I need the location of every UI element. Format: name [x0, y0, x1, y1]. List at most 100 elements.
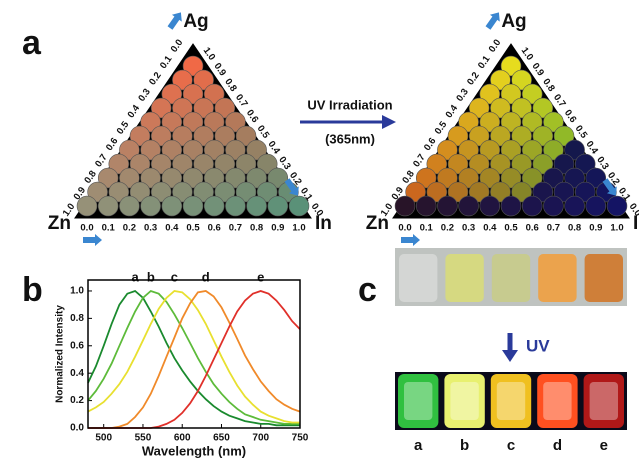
sample-well — [150, 97, 172, 119]
axis-tick-label: 0.2 — [465, 70, 482, 87]
sample-well — [214, 181, 236, 203]
sample-well — [203, 111, 225, 133]
y-tick-label: 0.8 — [70, 313, 84, 324]
uv-label: UV — [526, 336, 550, 355]
sample-well — [543, 167, 564, 189]
sample-well — [426, 153, 448, 175]
sample-well — [500, 167, 522, 189]
sample-well — [532, 97, 554, 119]
vial-core — [496, 382, 526, 420]
sample-well — [437, 139, 458, 161]
sample-well — [235, 153, 257, 175]
direction-arrow — [602, 178, 617, 196]
sample-well — [543, 111, 564, 133]
sample-well — [97, 167, 119, 189]
axis-tick-label: 0.7 — [229, 223, 242, 234]
vial-glow — [583, 374, 624, 428]
sample-well — [543, 195, 564, 217]
axis-tick-label: 0.4 — [483, 223, 497, 234]
vial — [491, 254, 531, 302]
sample-well — [172, 125, 193, 147]
sample-well — [564, 139, 585, 161]
sample-well — [119, 195, 140, 217]
vertex-label: Zn — [366, 213, 389, 234]
sample-well — [479, 139, 501, 161]
series-label: c — [171, 269, 178, 284]
vertex-label: In — [315, 213, 332, 234]
vial-glow — [537, 374, 578, 428]
sample-well — [458, 139, 479, 161]
sample-well — [140, 195, 161, 217]
axis-tick-label: 0.6 — [526, 223, 539, 234]
axis-tick-label: 0.6 — [104, 136, 121, 153]
panel-label: a — [22, 24, 42, 62]
sample-well — [511, 181, 532, 203]
vial-label: c — [507, 437, 515, 454]
sample-well — [246, 139, 267, 161]
sample-well — [606, 195, 628, 217]
sample-well — [564, 195, 585, 217]
sample-well — [97, 195, 119, 217]
panel-label: c — [358, 271, 377, 309]
vial-glow — [444, 374, 485, 428]
axis-tick-label: 0.9 — [589, 223, 602, 234]
axis-tick-label: 0.2 — [147, 70, 164, 87]
sample-well — [225, 139, 246, 161]
sample-well — [500, 55, 522, 77]
vertex-label: Zn — [48, 213, 71, 234]
y-tick-label: 0.2 — [70, 395, 84, 406]
sample-well — [87, 181, 108, 203]
sample-well — [447, 153, 469, 175]
axis-tick-label: 0.0 — [398, 223, 411, 234]
sample-well — [500, 139, 522, 161]
axis-tick-label: 0.3 — [136, 87, 153, 104]
sample-well — [182, 111, 204, 133]
x-tick-label: 700 — [252, 433, 269, 444]
axis-tick-label: 0.5 — [115, 119, 132, 137]
vial — [584, 254, 623, 302]
sample-well — [119, 167, 140, 189]
sample-well — [458, 167, 479, 189]
sample-well — [574, 153, 596, 175]
vial-photos: a b c d e — [395, 248, 627, 454]
sample-well — [490, 97, 511, 119]
axis-tick-label: 0.4 — [444, 102, 461, 120]
sample-well — [288, 195, 310, 217]
sample-well — [468, 153, 490, 175]
axis-tick-label: 0.3 — [454, 87, 471, 104]
vertex-label: Ag — [183, 11, 208, 32]
spectrum-line — [88, 290, 301, 429]
sample-well — [140, 111, 161, 133]
x-axis-label: Wavelength (nm) — [142, 443, 246, 458]
axis-tick-label: 0.2 — [441, 223, 454, 234]
down-arrow — [502, 333, 518, 362]
sample-well — [172, 69, 193, 91]
axis-tick-label: 0.5 — [433, 119, 450, 137]
sample-well — [193, 97, 214, 119]
sample-well — [235, 181, 257, 203]
plot-frame — [87, 279, 301, 429]
sample-well — [161, 139, 183, 161]
vial-core — [589, 382, 618, 420]
direction-arrow — [401, 234, 420, 246]
axis-tick-label: 0.4 — [165, 223, 179, 234]
sample-well — [521, 83, 543, 105]
sample-well — [129, 181, 151, 203]
sample-well — [225, 195, 246, 217]
axis-tick-label: 0.3 — [144, 223, 157, 234]
axis-tick-label: 0.7 — [93, 152, 110, 169]
sample-well — [405, 181, 426, 203]
sample-well — [214, 97, 236, 119]
sample-well — [521, 167, 543, 189]
y-tick-label: 0.4 — [70, 368, 84, 379]
sample-well — [521, 111, 543, 133]
sample-well — [182, 55, 204, 77]
axis-tick-label: 0.0 — [80, 223, 93, 234]
sample-well — [246, 167, 267, 189]
direction-arrow — [167, 12, 182, 30]
vial — [445, 254, 484, 302]
x-tick-label: 650 — [213, 433, 230, 444]
sample-well — [447, 125, 469, 147]
arrow-label: UV Irradiation — [307, 97, 392, 112]
